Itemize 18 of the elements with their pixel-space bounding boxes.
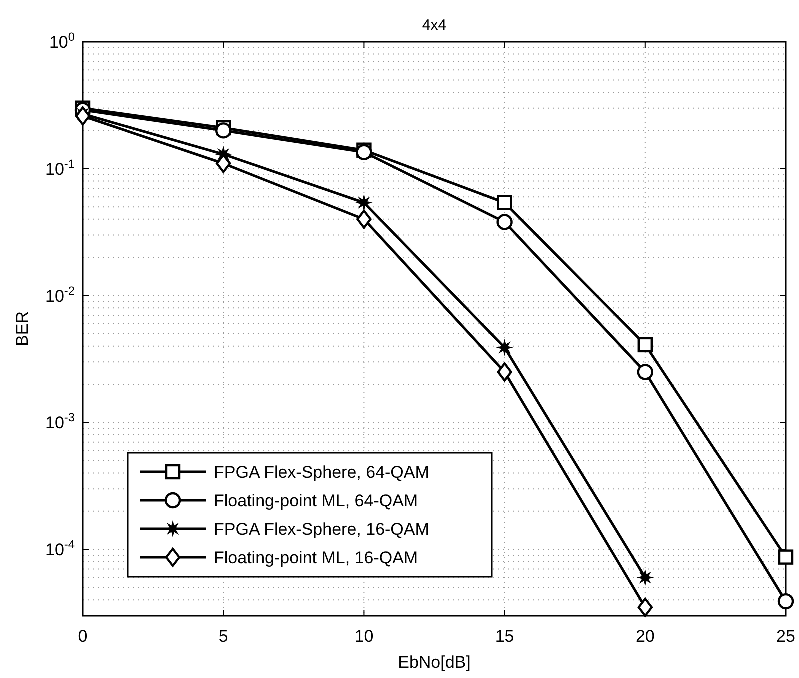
y-tick-label: 10$^{-3}$ (46, 410, 76, 433)
x-tick-label: 0 (78, 627, 88, 646)
x-axis-title: EbNo[dB] (398, 653, 471, 672)
y-tick-label: 10$^{-1}$ (46, 156, 76, 179)
x-tick-label: 20 (636, 627, 655, 646)
legend-label: FPGA Flex-Sphere, 64-QAM (214, 463, 430, 482)
x-tick-label: 10 (354, 627, 374, 646)
y-axis-title: BER (13, 312, 32, 346)
legend-label: FPGA Flex-Sphere, 16-QAM (214, 520, 430, 539)
x-tick-label: 25 (776, 627, 796, 646)
x-tick-label: 15 (495, 627, 514, 646)
legend-label: Floating-point ML, 16-QAM (214, 548, 418, 568)
x-tick-label: 5 (218, 627, 228, 646)
legend-label: Floating-point ML, 64-QAM (214, 492, 418, 510)
y-tick-label: 10$^{0}$ (49, 30, 76, 52)
y-tick-label: 10$^{-4}$ (46, 538, 76, 560)
chart-title: 4x4 (422, 17, 447, 34)
y-tick-label: 10$^{-2}$ (46, 284, 76, 306)
